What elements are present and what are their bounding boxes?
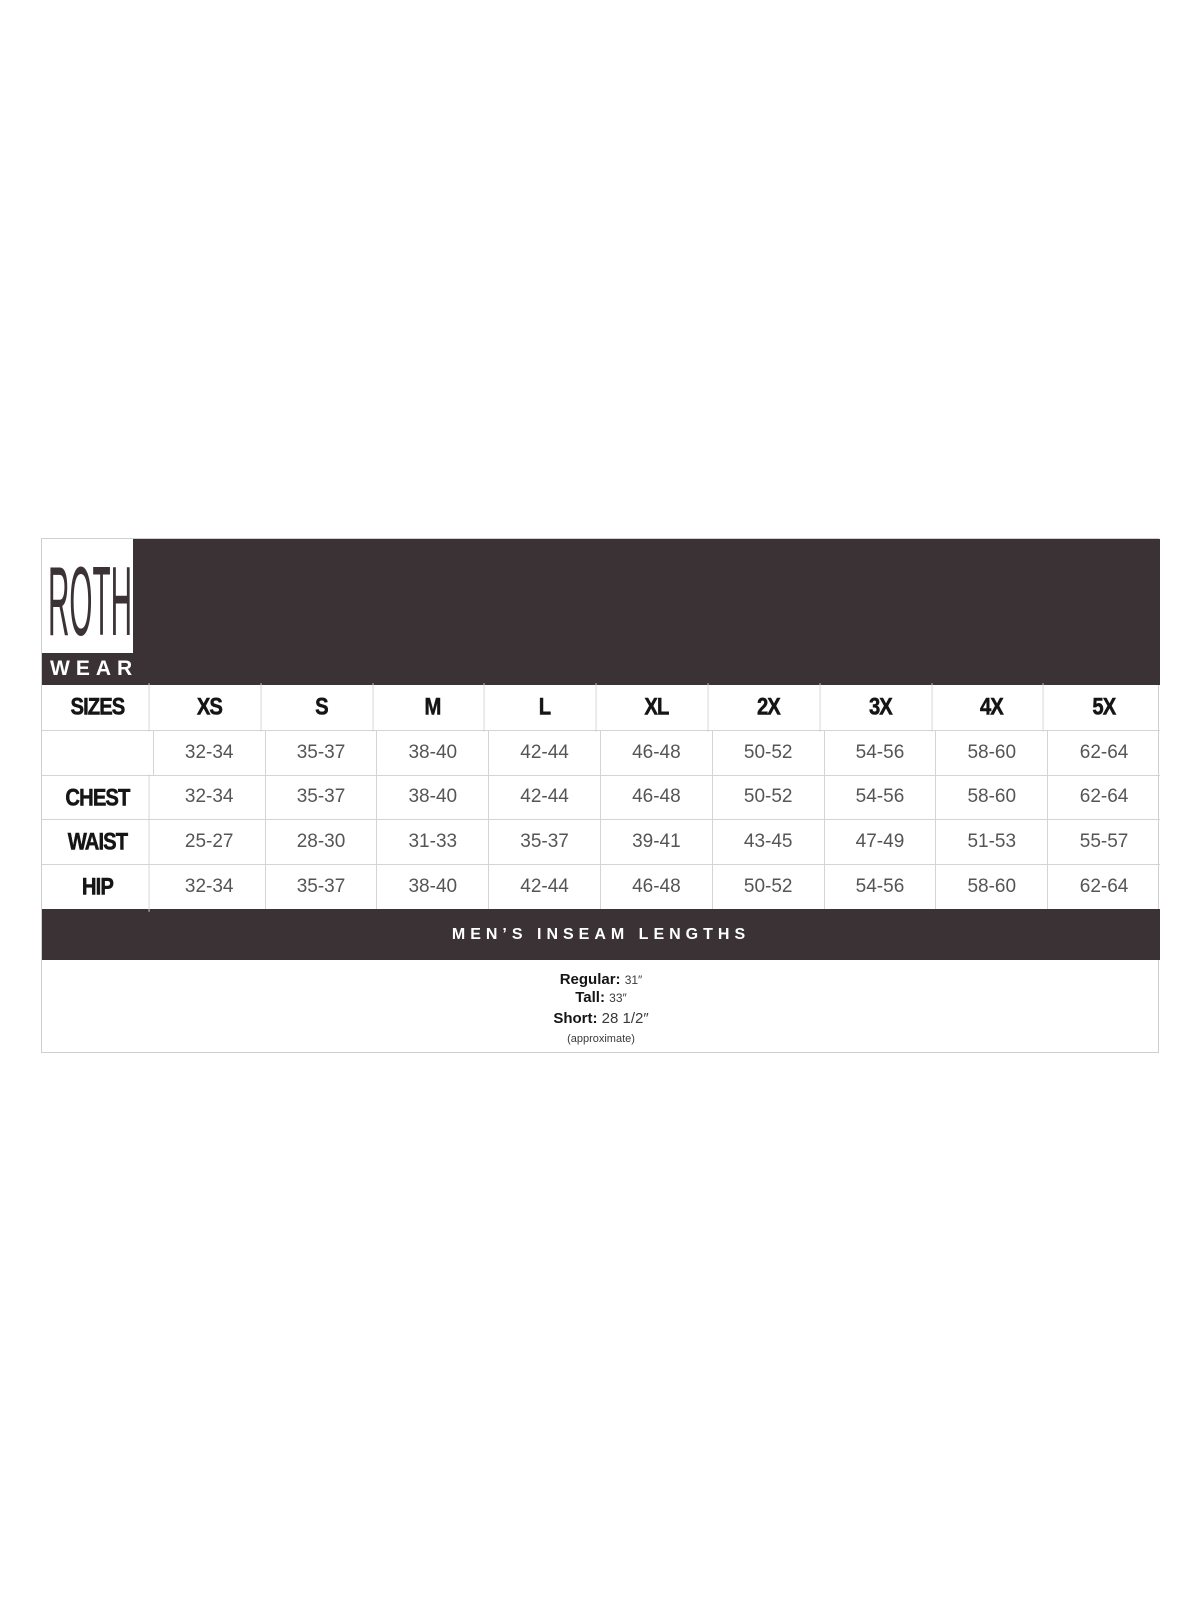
- svg-text:ROTH: ROTH: [48, 546, 132, 653]
